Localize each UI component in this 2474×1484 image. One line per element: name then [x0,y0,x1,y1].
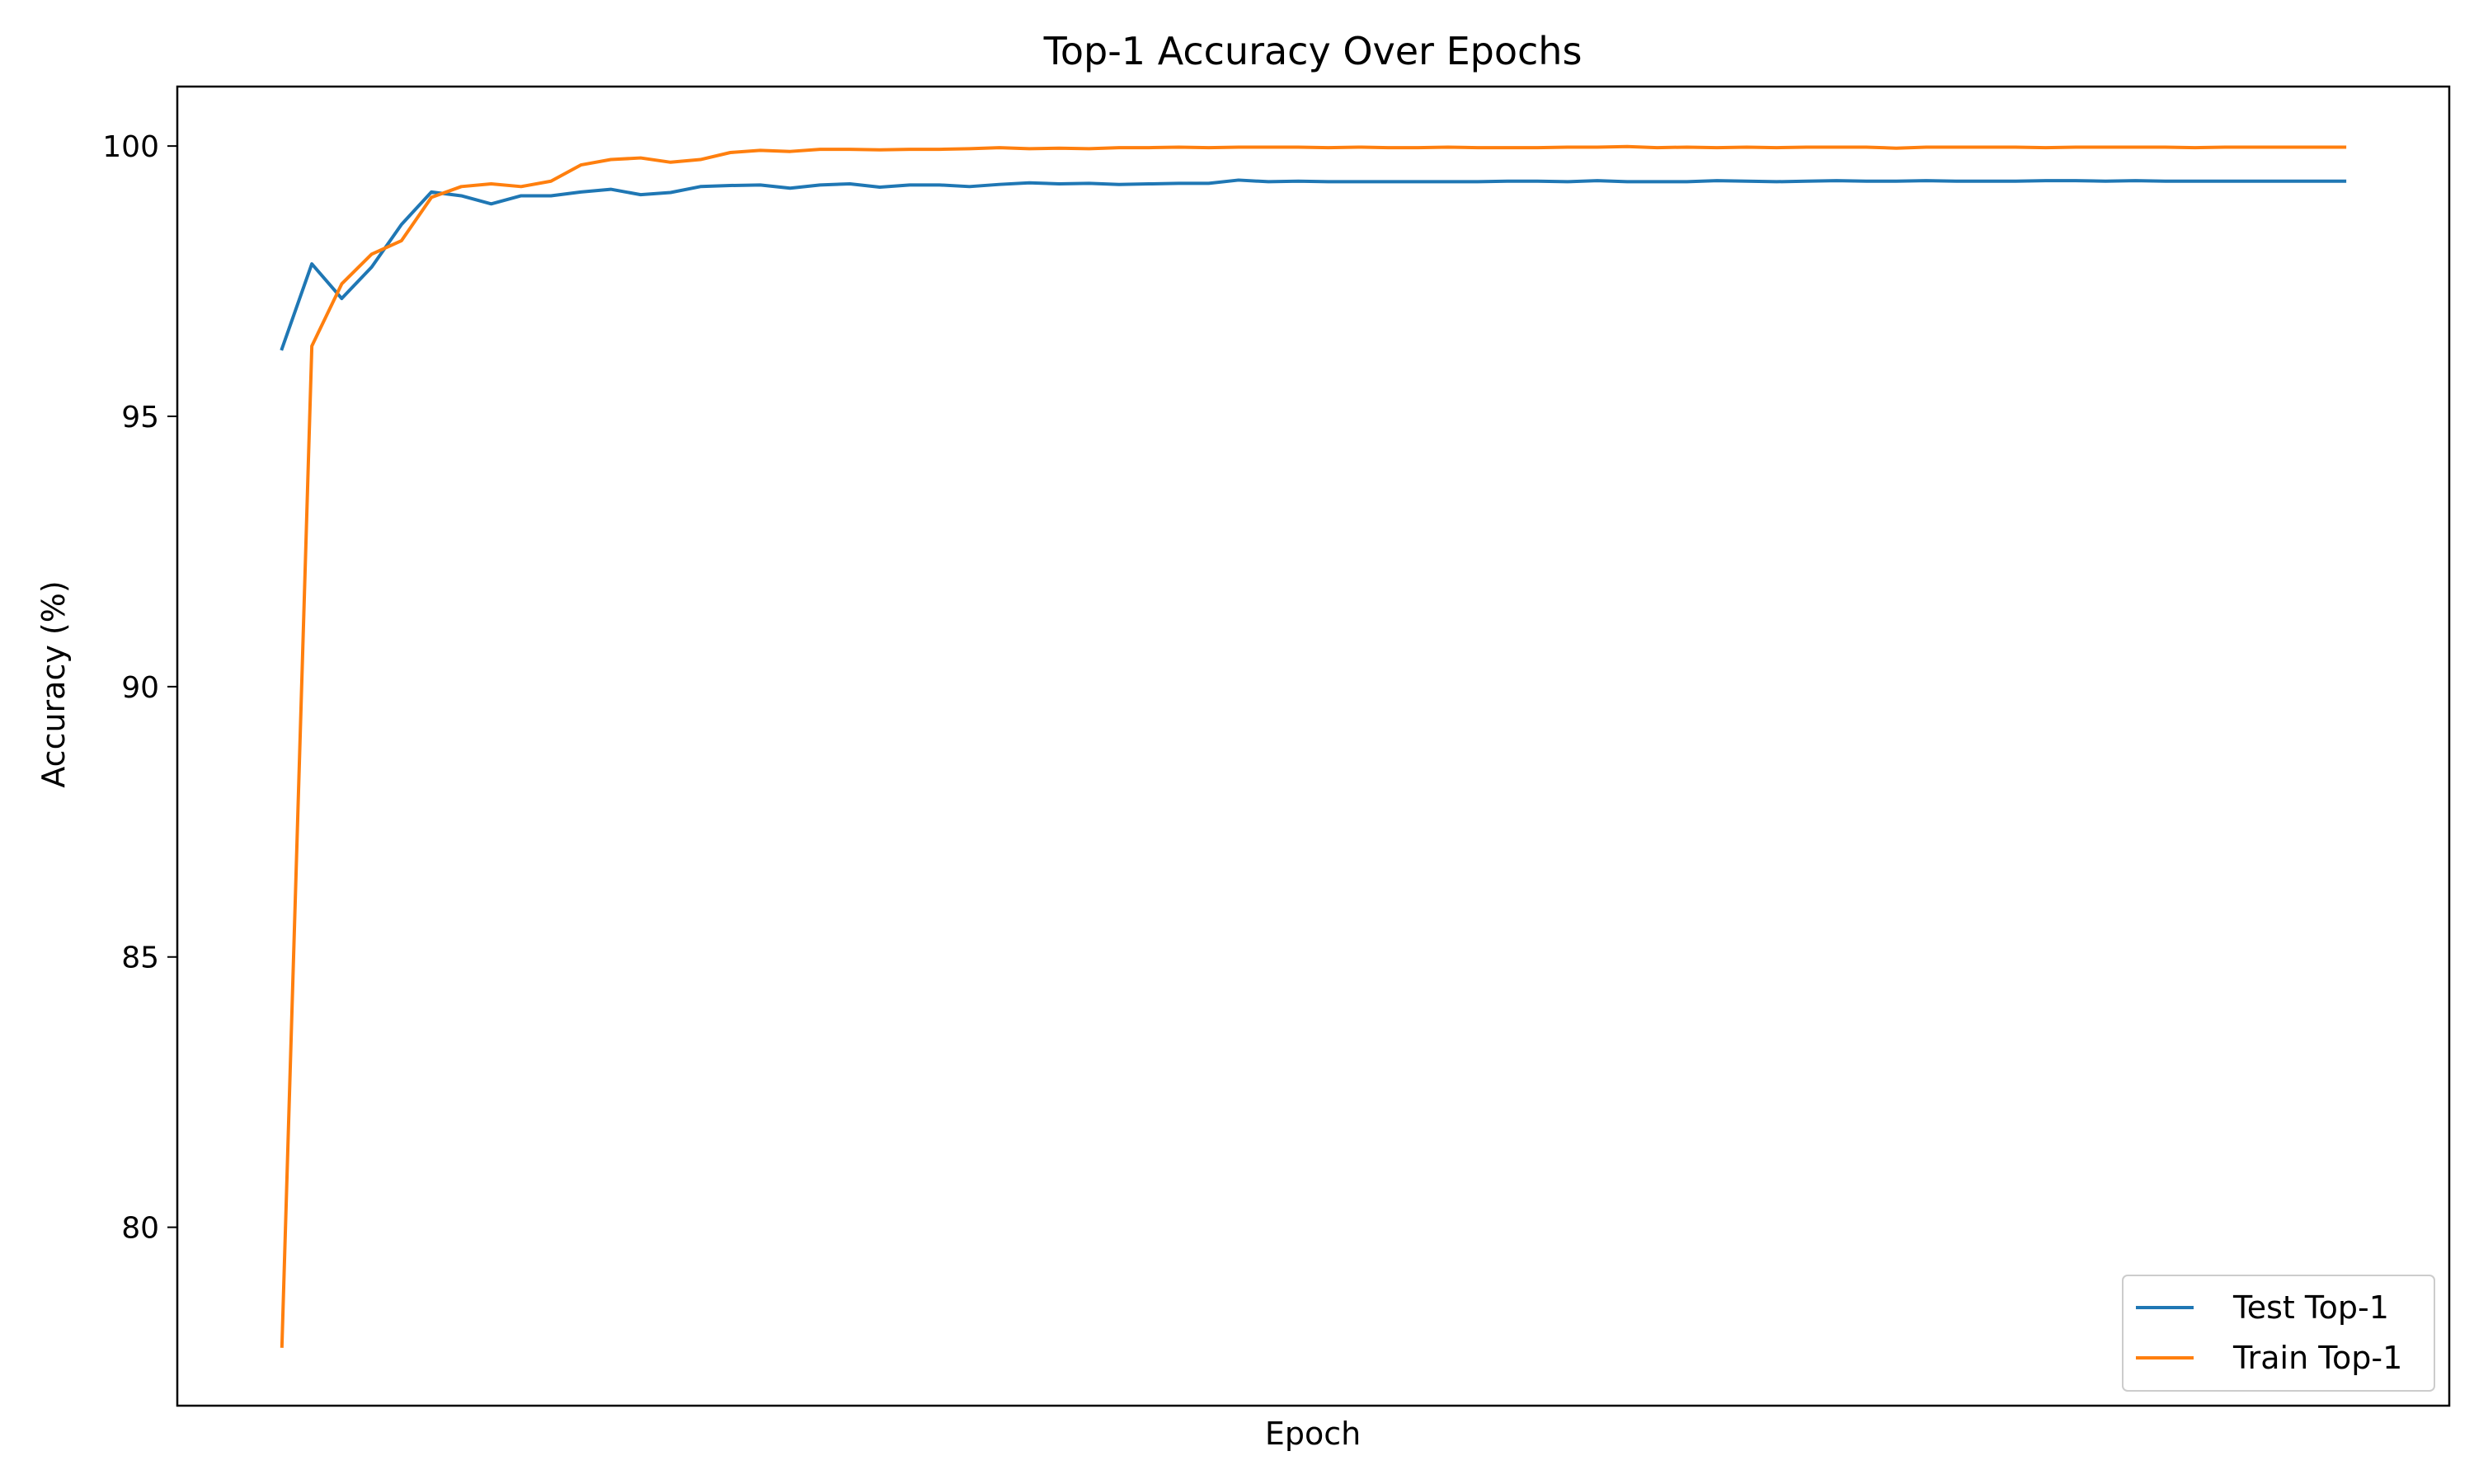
series-line-test-top1 [280,178,2347,351]
y-tick-label: 95 [121,401,159,434]
legend-box [2122,1275,2435,1392]
chart-title: Top-1 Accuracy Over Epochs [1043,29,1583,73]
legend: Test Top-1 Train Top-1 [2122,1275,2435,1392]
y-axis-label: Accuracy (%) [35,580,72,787]
series-line-train-top1 [280,144,2347,1348]
y-tick-label: 80 [121,1212,159,1246]
y-tick-label: 90 [121,671,159,705]
plot-area: 80 85 90 95 100 [102,85,2451,1407]
legend-label: Test Top-1 [2232,1289,2389,1326]
x-axis-label: Epoch [1265,1416,1361,1452]
y-tick-label: 85 [121,942,159,975]
legend-label: Train Top-1 [2232,1340,2402,1376]
y-tick-label: 100 [102,130,159,164]
plot-frame [176,85,2451,1407]
